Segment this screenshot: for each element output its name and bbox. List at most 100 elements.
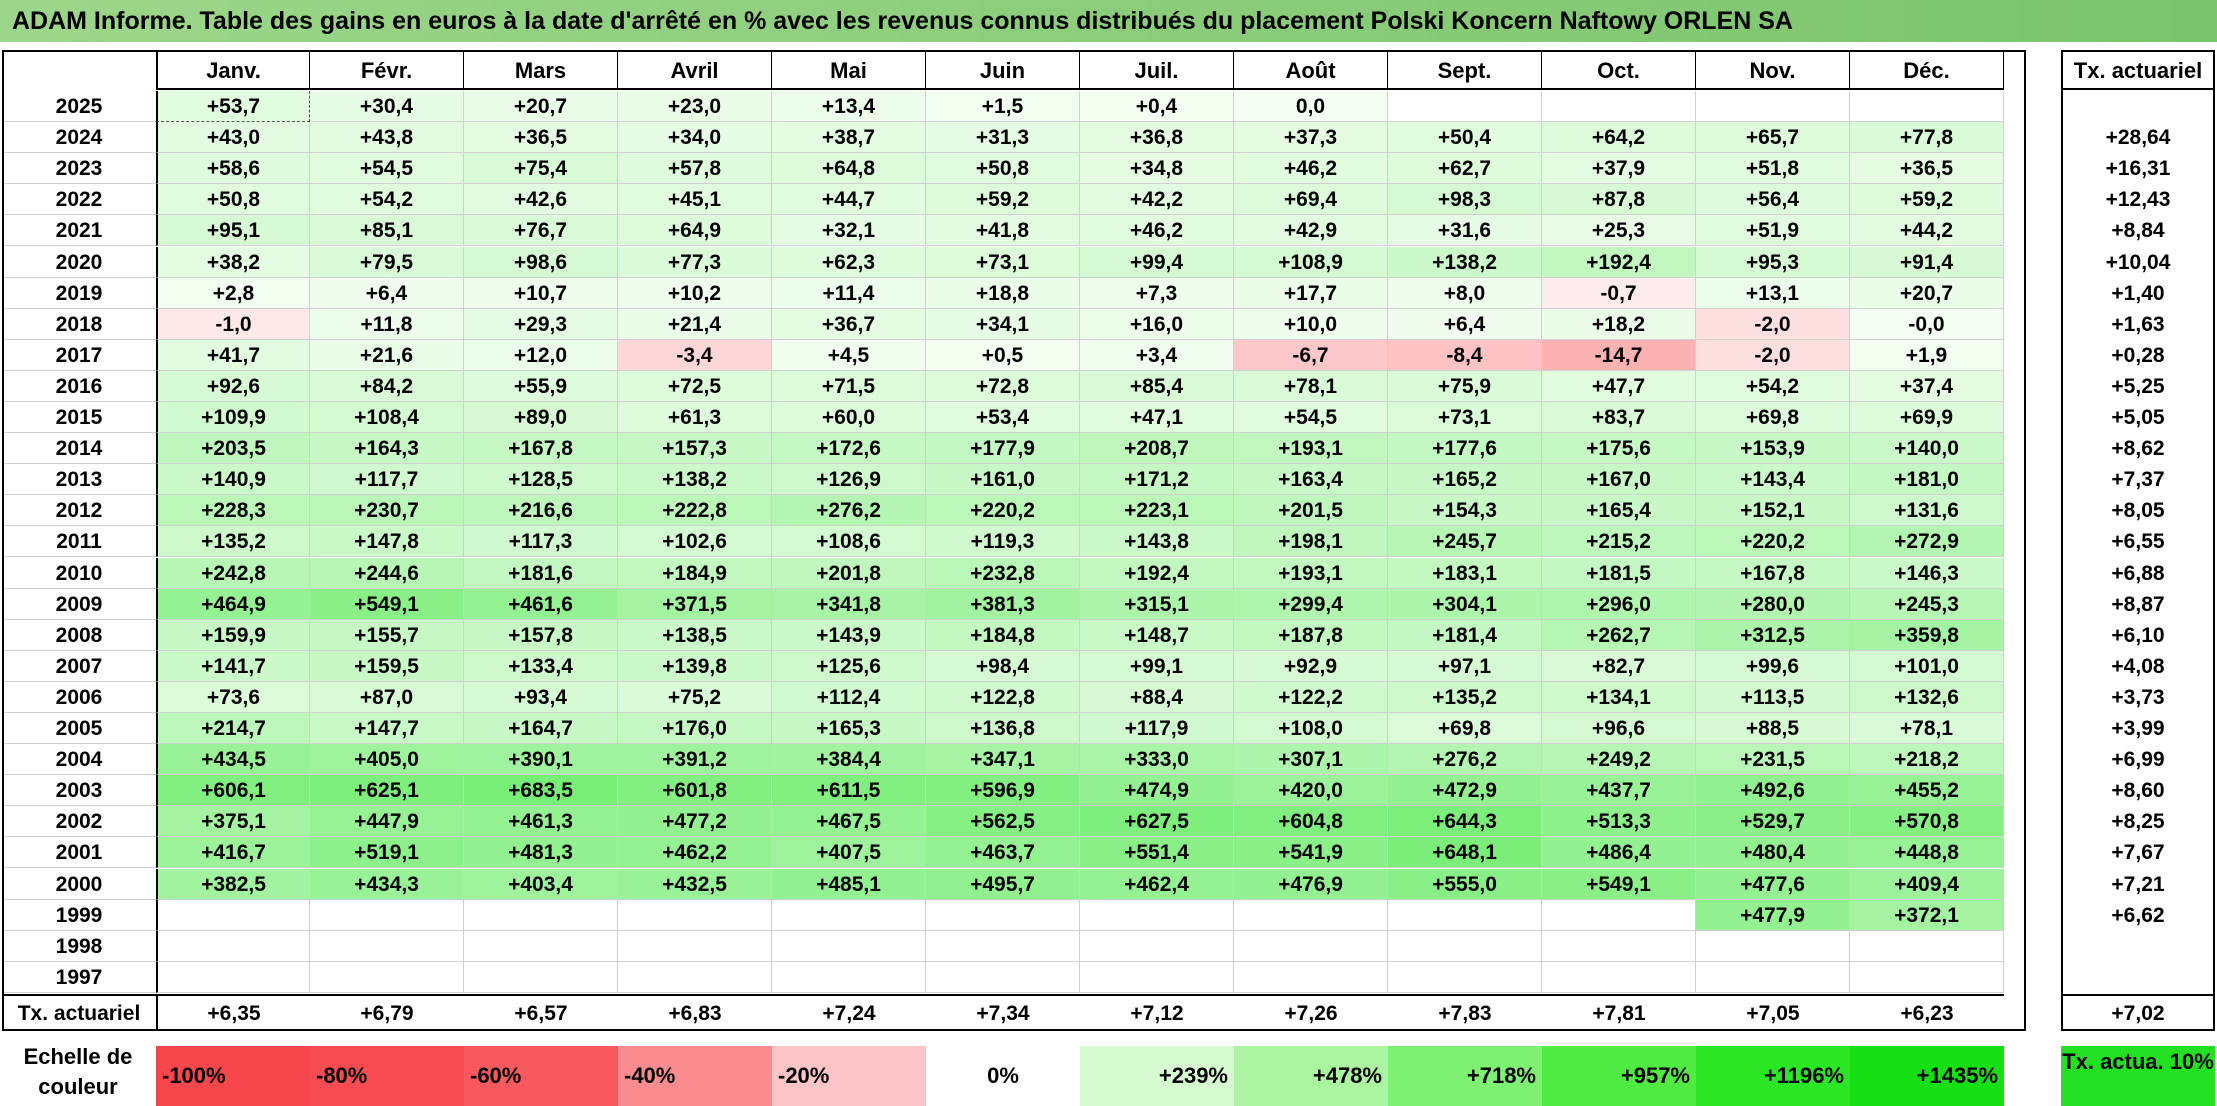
table-cell: +108,0	[1234, 713, 1388, 745]
table-cell: +232,8	[926, 557, 1080, 589]
table-cell: +167,0	[1542, 464, 1696, 496]
year-label: 1997	[2, 962, 156, 993]
legend-swatch: +239%	[1080, 1046, 1234, 1106]
table-cell: +132,6	[1850, 681, 2004, 713]
table-cell: +54,5	[310, 153, 464, 185]
table-cell: +280,0	[1696, 588, 1850, 620]
table-cell: +72,5	[618, 370, 772, 402]
table-cell: +157,3	[618, 433, 772, 465]
table-cell: +69,8	[1388, 713, 1542, 745]
table-cell: +75,4	[464, 153, 618, 185]
year-label: 1998	[2, 931, 156, 962]
table-cell: +461,6	[464, 588, 618, 620]
month-header: Févr.	[310, 52, 464, 90]
table-cell: +60,0	[772, 402, 926, 434]
month-header: Mars	[464, 52, 618, 90]
table-cell: +50,8	[926, 153, 1080, 185]
table-cell: +43,0	[156, 122, 310, 154]
table-cell	[618, 961, 772, 993]
table-cell: +62,7	[1388, 153, 1542, 185]
table-cell: +134,1	[1542, 681, 1696, 713]
table-cell	[464, 930, 618, 962]
table-cell: +78,1	[1850, 713, 2004, 745]
table-cell: +242,8	[156, 557, 310, 589]
table-cell	[1080, 961, 1234, 993]
table-cell: +155,7	[310, 619, 464, 651]
table-cell: +29,3	[464, 308, 618, 340]
table-cell: +76,7	[464, 215, 618, 247]
table-cell: +62,3	[772, 246, 926, 278]
table-cell: +117,9	[1080, 713, 1234, 745]
footer-cell: +6,35	[156, 994, 310, 1029]
table-cell: +245,7	[1388, 526, 1542, 558]
table-cell: +47,1	[1080, 402, 1234, 434]
table-cell: +135,2	[1388, 681, 1542, 713]
table-cell: +75,2	[618, 681, 772, 713]
table-cell: +403,4	[464, 868, 618, 900]
table-cell: +108,4	[310, 402, 464, 434]
table-cell: +148,7	[1080, 619, 1234, 651]
table-cell: +541,9	[1234, 837, 1388, 869]
table-cell: +1,5	[926, 91, 1080, 123]
rate-cell: +4,08	[2111, 654, 2165, 678]
table-cell: +97,1	[1388, 650, 1542, 682]
table-cell: +434,5	[156, 744, 310, 776]
table-cell: +146,3	[1850, 557, 2004, 589]
rate-cell: +12,43	[2105, 188, 2171, 212]
table-cell: +25,3	[1542, 215, 1696, 247]
table-cell: +141,7	[156, 650, 310, 682]
table-cell: +198,1	[1234, 526, 1388, 558]
table-cell: +184,8	[926, 619, 1080, 651]
month-header: Avril	[618, 52, 772, 90]
table-cell: +56,4	[1696, 184, 1850, 216]
table-cell	[1696, 930, 1850, 962]
table-cell: +117,3	[464, 526, 618, 558]
table-cell: +167,8	[464, 433, 618, 465]
table-cell: +88,4	[1080, 681, 1234, 713]
table-cell: +208,7	[1080, 433, 1234, 465]
table-cell: +69,9	[1850, 402, 2004, 434]
legend-label: Echelle de couleur	[23, 1044, 133, 1099]
table-cell: +18,8	[926, 277, 1080, 309]
table-cell: +481,3	[464, 837, 618, 869]
table-cell	[1850, 91, 2004, 123]
table-cell: +119,3	[926, 526, 1080, 558]
table-cell: +611,5	[772, 775, 926, 807]
table-cell: +143,9	[772, 619, 926, 651]
table-cell: +64,2	[1542, 122, 1696, 154]
table-cell: +42,6	[464, 184, 618, 216]
table-cell: +136,8	[926, 713, 1080, 745]
table-cell: +42,9	[1234, 215, 1388, 247]
table-cell: +184,9	[618, 557, 772, 589]
footer-cell: +6,23	[1850, 994, 2004, 1029]
table-cell: +477,2	[618, 806, 772, 838]
table-cell: +165,2	[1388, 464, 1542, 496]
table-cell: +549,1	[1542, 868, 1696, 900]
table-cell: +434,3	[310, 868, 464, 900]
table-cell: -0,0	[1850, 308, 2004, 340]
table-cell: +99,1	[1080, 650, 1234, 682]
table-cell: +299,4	[1234, 588, 1388, 620]
table-cell: +192,4	[1542, 246, 1696, 278]
table-cell: +384,4	[772, 744, 926, 776]
table-cell: +78,1	[1234, 370, 1388, 402]
footer-cell: +7,81	[1542, 994, 1696, 1029]
table-cell: +164,3	[310, 433, 464, 465]
table-cell	[1080, 899, 1234, 931]
table-cell: +315,1	[1080, 588, 1234, 620]
table-cell: +131,6	[1850, 495, 2004, 527]
table-cell: +11,4	[772, 277, 926, 309]
table-cell: +0,5	[926, 339, 1080, 371]
year-label: 2003	[2, 775, 156, 807]
table-cell: +96,6	[1542, 713, 1696, 745]
year-label: 2008	[2, 620, 156, 651]
table-cell	[1388, 961, 1542, 993]
table-cell	[1234, 930, 1388, 962]
table-cell: +375,1	[156, 806, 310, 838]
footer-cell: +7,05	[1696, 994, 1850, 1029]
table-cell: +69,4	[1234, 184, 1388, 216]
table-cell: +177,9	[926, 433, 1080, 465]
table-cell: +220,2	[1696, 526, 1850, 558]
table-cell: +333,0	[1080, 744, 1234, 776]
table-cell: +181,6	[464, 557, 618, 589]
